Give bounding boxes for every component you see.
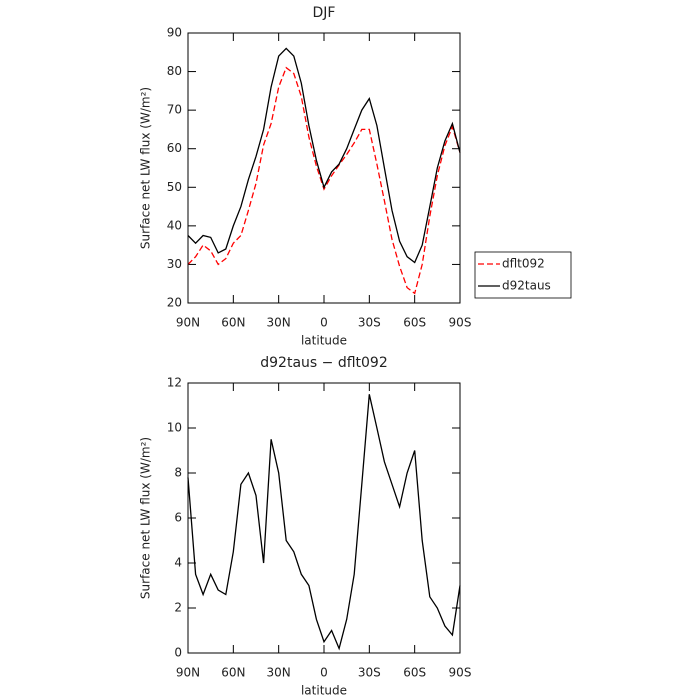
x-tick-label: 60N xyxy=(221,316,245,330)
y-tick-label: 90 xyxy=(167,26,182,40)
y-tick-label: 10 xyxy=(167,421,182,435)
chart-title: d92taus − dflt092 xyxy=(260,355,387,371)
x-tick-label: 30N xyxy=(267,666,291,680)
y-axis-label: Surface net LW flux (W/m²) xyxy=(139,87,153,249)
y-tick-label: 50 xyxy=(167,180,182,194)
x-tick-label: 90S xyxy=(449,316,472,330)
y-tick-label: 2 xyxy=(174,601,182,615)
x-tick-label: 60N xyxy=(221,666,245,680)
y-tick-label: 80 xyxy=(167,64,182,78)
x-tick-label: 30S xyxy=(358,316,381,330)
legend-label: d92taus xyxy=(502,279,551,293)
x-tick-label: 30S xyxy=(358,666,381,680)
x-axis-label: latitude xyxy=(301,684,347,698)
x-tick-label: 60S xyxy=(403,666,426,680)
x-axis-label: latitude xyxy=(301,334,347,348)
x-tick-label: 0 xyxy=(320,666,328,680)
x-tick-label: 90N xyxy=(176,316,200,330)
y-tick-label: 8 xyxy=(174,466,182,480)
y-tick-label: 40 xyxy=(167,218,182,232)
y-tick-label: 0 xyxy=(174,646,182,660)
plot-frame xyxy=(187,32,461,304)
data-line xyxy=(187,47,461,264)
data-line xyxy=(187,394,461,651)
x-tick-label: 60S xyxy=(403,316,426,330)
y-tick-label: 6 xyxy=(174,511,182,525)
x-tick-label: 90S xyxy=(449,666,472,680)
y-tick-label: 12 xyxy=(167,376,182,390)
chart-title: DJF xyxy=(313,5,336,21)
y-tick-label: 4 xyxy=(174,556,182,570)
y-axis-label: Surface net LW flux (W/m²) xyxy=(139,437,153,599)
x-tick-label: 0 xyxy=(320,316,328,330)
x-tick-label: 90N xyxy=(176,666,200,680)
data-line xyxy=(187,66,461,295)
y-tick-label: 70 xyxy=(167,103,182,117)
legend-label: dflt092 xyxy=(502,257,545,271)
y-tick-label: 20 xyxy=(167,296,182,310)
plot-frame xyxy=(187,382,461,654)
y-tick-label: 60 xyxy=(167,141,182,155)
legend-box xyxy=(474,251,572,299)
y-tick-label: 30 xyxy=(167,257,182,271)
x-tick-label: 30N xyxy=(267,316,291,330)
